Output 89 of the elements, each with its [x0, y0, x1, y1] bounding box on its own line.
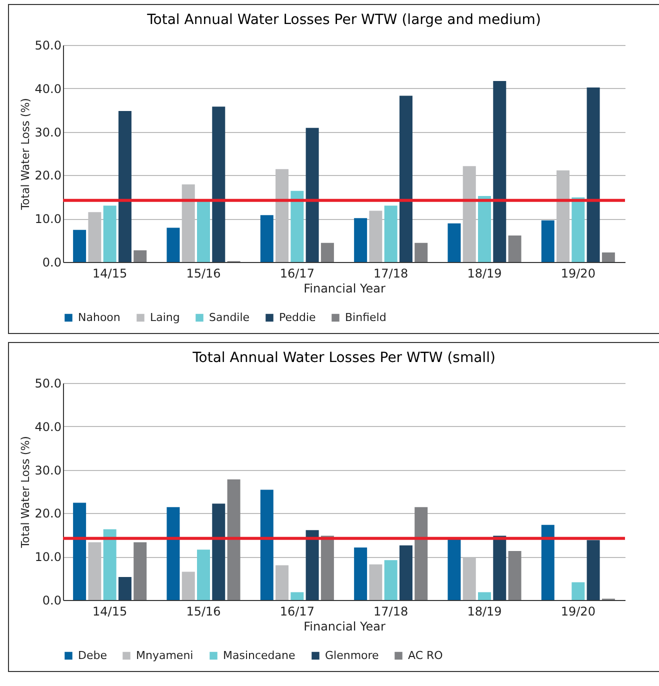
y-tick-label: 10.0: [34, 212, 62, 226]
bar: [227, 479, 240, 600]
bar: [493, 536, 506, 600]
y-axis-title: Total Water Loss (%): [18, 98, 32, 211]
x-tick-label: 18/19: [467, 604, 502, 618]
legend-label: Mnyameni: [136, 648, 194, 662]
bar: [572, 197, 585, 262]
bar: [306, 530, 319, 600]
bar: [478, 196, 491, 262]
bar: [586, 540, 600, 600]
x-tick-label: 19/20: [560, 266, 596, 280]
y-tick-label: 20.0: [34, 506, 62, 521]
bar: [541, 220, 554, 262]
bar: [212, 504, 226, 600]
bar: [320, 242, 334, 262]
x-tick-label: 14/15: [92, 266, 128, 280]
y-tick-label: 40.0: [34, 420, 62, 434]
legend-label: AC RO: [408, 648, 444, 662]
chart-title: Total Annual Water Losses Per WTW (large and medium): [146, 12, 541, 28]
x-tick-label: 17/18: [374, 266, 408, 280]
bar: [306, 128, 319, 262]
y-tick-label: 50.0: [34, 376, 62, 390]
bar: [182, 572, 195, 600]
x-axis-title: Financial Year: [304, 282, 386, 296]
legend-label: Masincedane: [223, 648, 296, 662]
bar: [384, 560, 398, 600]
bar: [118, 110, 132, 262]
bar: [276, 565, 289, 600]
y-tick-label: 0.0: [42, 594, 62, 608]
bar: [354, 547, 368, 600]
bar: [134, 250, 147, 262]
bar: [586, 88, 600, 262]
bar: [73, 502, 86, 600]
bar: [369, 564, 382, 600]
y-tick-label: 20.0: [34, 168, 62, 183]
legend-label: Sandile: [209, 310, 250, 324]
legend-label: Nahoon: [78, 310, 120, 324]
bar: [73, 230, 86, 262]
y-tick-label: 30.0: [34, 125, 62, 140]
x-tick-label: 16/17: [280, 604, 314, 618]
bar: [508, 550, 522, 600]
bar: [414, 507, 428, 600]
y-tick-label: 50.0: [34, 38, 62, 52]
x-tick-label: 17/18: [374, 604, 408, 618]
y-tick-label: 40.0: [34, 82, 62, 96]
bar: [290, 592, 304, 600]
bar: [448, 223, 461, 262]
legend-label: Glenmore: [325, 648, 380, 662]
x-axis-title: Financial Year: [304, 620, 386, 634]
y-tick-label: 0.0: [42, 256, 62, 270]
legend-label: Laing: [150, 310, 180, 324]
legend-label: Peddie: [279, 310, 316, 324]
bar: [103, 529, 116, 600]
bar: [478, 592, 491, 600]
bar: [414, 242, 428, 262]
y-tick-label: 10.0: [34, 550, 62, 564]
x-tick-label: 19/20: [560, 604, 596, 618]
y-tick-label: 30.0: [34, 463, 62, 478]
legend-label: Debe: [78, 648, 108, 662]
bar: [290, 190, 304, 262]
bar: [572, 582, 585, 600]
bar: [134, 542, 147, 600]
bar: [260, 215, 274, 262]
bar: [354, 218, 368, 262]
bar: [212, 106, 226, 262]
bar: [399, 96, 412, 262]
bar: [197, 550, 210, 600]
x-tick-label: 15/16: [186, 266, 221, 280]
legend-label: Binfield: [345, 310, 386, 324]
bar: [166, 507, 180, 600]
x-tick-label: 18/19: [467, 266, 502, 280]
bar: [508, 236, 522, 262]
bar: [384, 206, 398, 262]
bar: [260, 490, 274, 600]
bar: [118, 577, 132, 600]
x-tick-label: 15/16: [186, 604, 221, 618]
x-tick-label: 14/15: [92, 604, 128, 618]
bar: [541, 524, 554, 600]
bar: [493, 81, 506, 262]
bar: [602, 252, 615, 262]
bar: [399, 545, 412, 600]
bar: [103, 206, 116, 262]
chart-title: Total Annual Water Losses Per WTW (small): [192, 350, 496, 366]
bar: [166, 228, 180, 262]
bar: [448, 538, 461, 600]
y-axis-title: Total Water Loss (%): [18, 436, 32, 549]
bar: [320, 536, 334, 600]
bar: [197, 201, 210, 262]
x-tick-label: 16/17: [280, 266, 314, 280]
